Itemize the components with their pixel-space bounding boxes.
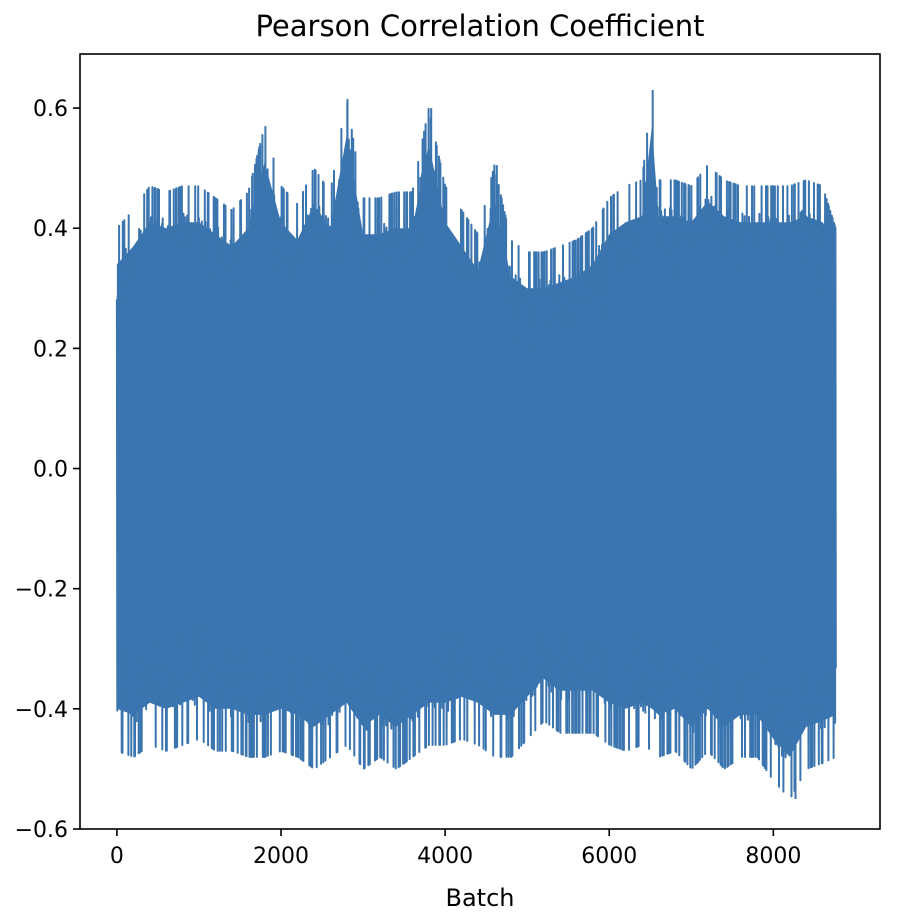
x-tick-label: 8000	[745, 844, 801, 869]
x-axis-label: Batch	[446, 884, 515, 912]
y-tick-label: 0.4	[33, 217, 68, 242]
plot-area	[79, 53, 881, 830]
x-tick-label: 4000	[417, 844, 473, 869]
x-tick-label: 0	[110, 844, 124, 869]
y-axis: −0.6 −0.4 −0.2 0.0 0.2 0.4 0.6	[15, 97, 80, 843]
series-line-pearson	[115, 90, 837, 799]
y-tick-label: −0.2	[15, 578, 68, 603]
y-tick-label: 0.6	[33, 97, 68, 122]
plot-frame	[79, 53, 881, 830]
y-tick-label: 0.0	[33, 458, 68, 483]
y-tick-label: −0.4	[15, 698, 68, 723]
x-tick-label: 6000	[581, 844, 637, 869]
x-axis: 0 2000 4000 6000 8000	[110, 829, 801, 869]
x-tick-label: 2000	[253, 844, 309, 869]
chart-title: Pearson Correlation Coefficient	[255, 9, 704, 43]
y-tick-label: −0.6	[15, 818, 68, 843]
y-tick-label: 0.2	[33, 337, 68, 362]
